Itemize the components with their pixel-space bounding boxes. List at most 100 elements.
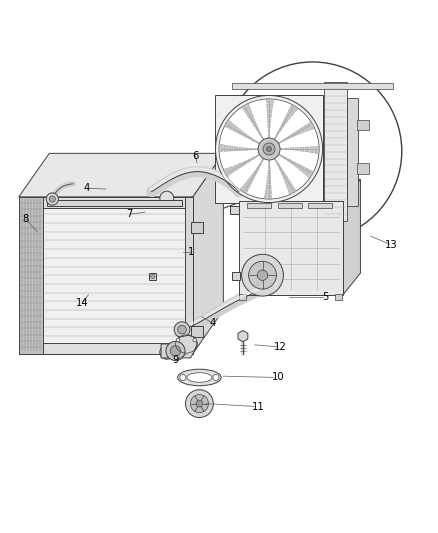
Polygon shape (238, 330, 248, 342)
Polygon shape (299, 127, 305, 133)
Bar (232, 84, 393, 88)
Polygon shape (267, 104, 273, 108)
Text: 11: 11 (252, 402, 265, 411)
Polygon shape (274, 135, 277, 140)
Polygon shape (256, 141, 260, 144)
Polygon shape (267, 180, 271, 184)
Polygon shape (19, 154, 223, 197)
Polygon shape (185, 197, 193, 353)
Polygon shape (265, 190, 272, 194)
Polygon shape (283, 138, 287, 141)
Polygon shape (219, 144, 223, 151)
Text: 8: 8 (22, 214, 28, 224)
Polygon shape (268, 129, 270, 133)
Polygon shape (240, 187, 248, 193)
Polygon shape (286, 114, 292, 119)
Polygon shape (315, 147, 319, 154)
Bar (230, 206, 240, 214)
Polygon shape (279, 154, 283, 157)
Polygon shape (47, 200, 182, 206)
Circle shape (46, 193, 58, 205)
Polygon shape (267, 114, 271, 118)
Polygon shape (256, 167, 259, 171)
Polygon shape (19, 197, 193, 353)
Polygon shape (238, 130, 243, 135)
Polygon shape (43, 343, 193, 353)
Polygon shape (239, 180, 360, 201)
Circle shape (263, 143, 275, 155)
Circle shape (219, 99, 319, 199)
Circle shape (193, 338, 196, 342)
Polygon shape (268, 119, 271, 123)
Polygon shape (239, 147, 243, 150)
Circle shape (196, 400, 203, 407)
Circle shape (191, 394, 208, 413)
Text: 4: 4 (209, 318, 215, 328)
Circle shape (160, 345, 174, 359)
Text: 6: 6 (192, 150, 198, 160)
Polygon shape (242, 133, 247, 137)
Circle shape (242, 254, 283, 296)
Polygon shape (234, 147, 238, 151)
Polygon shape (279, 167, 283, 171)
Text: 13: 13 (385, 240, 397, 250)
Polygon shape (278, 141, 282, 144)
Bar (335, 294, 342, 300)
Polygon shape (254, 149, 258, 150)
Polygon shape (256, 154, 260, 157)
Bar (347, 98, 358, 206)
Polygon shape (276, 131, 279, 135)
Text: 14: 14 (76, 298, 88, 309)
Text: 10: 10 (272, 373, 284, 383)
Polygon shape (255, 127, 259, 131)
Polygon shape (228, 166, 235, 174)
Polygon shape (247, 159, 251, 163)
Polygon shape (283, 118, 289, 123)
Polygon shape (295, 130, 300, 135)
Polygon shape (250, 175, 255, 180)
Polygon shape (288, 109, 295, 115)
Text: 9: 9 (172, 355, 179, 365)
Polygon shape (224, 145, 228, 151)
Bar (357, 163, 369, 174)
Polygon shape (288, 188, 297, 195)
Polygon shape (290, 148, 294, 150)
Polygon shape (286, 183, 293, 190)
Bar (240, 294, 247, 300)
Bar (191, 326, 203, 337)
Text: 5: 5 (322, 292, 329, 302)
Polygon shape (268, 160, 270, 164)
Polygon shape (264, 195, 272, 199)
Circle shape (267, 147, 272, 151)
Circle shape (215, 95, 322, 203)
Polygon shape (274, 158, 277, 162)
Circle shape (213, 375, 219, 381)
Polygon shape (287, 135, 291, 139)
Polygon shape (299, 165, 305, 172)
Circle shape (180, 375, 186, 381)
Polygon shape (285, 148, 289, 150)
Polygon shape (276, 163, 280, 167)
Ellipse shape (187, 373, 212, 382)
Polygon shape (281, 122, 286, 127)
Polygon shape (283, 156, 287, 159)
Polygon shape (193, 154, 223, 353)
Polygon shape (244, 148, 248, 150)
Bar (357, 120, 369, 130)
Polygon shape (267, 109, 272, 113)
Circle shape (49, 196, 55, 202)
Polygon shape (244, 108, 252, 115)
Polygon shape (249, 148, 253, 150)
Polygon shape (266, 185, 271, 189)
Polygon shape (223, 168, 230, 176)
Polygon shape (343, 180, 360, 295)
Text: 12: 12 (274, 342, 286, 352)
Polygon shape (295, 148, 299, 151)
Polygon shape (229, 123, 235, 131)
Polygon shape (307, 122, 314, 130)
Polygon shape (261, 136, 264, 140)
Polygon shape (303, 167, 309, 175)
Polygon shape (261, 158, 264, 163)
Circle shape (185, 390, 213, 417)
Polygon shape (268, 165, 270, 169)
